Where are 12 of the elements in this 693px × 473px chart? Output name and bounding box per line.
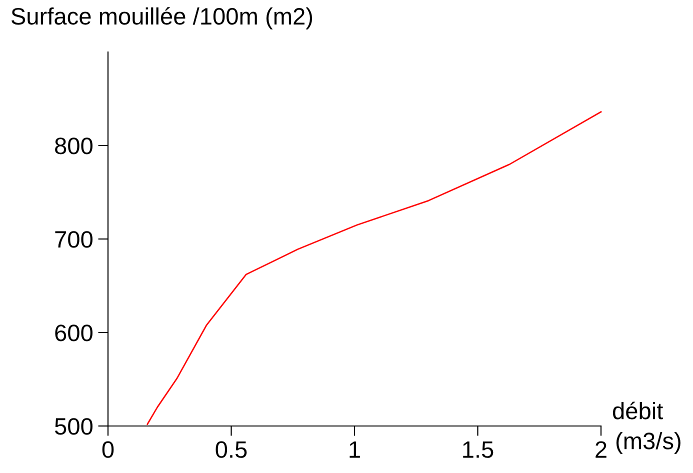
x-tick-label: 1 <box>350 441 360 458</box>
x-tick-label: 1.5 <box>463 441 494 458</box>
line-series <box>146 111 602 425</box>
x-tick-label: 0 <box>102 441 114 458</box>
x-tick-label: 0.5 <box>216 441 247 458</box>
y-tick-label: 800 <box>55 138 92 154</box>
y-axis-title: Surface mouillée /100m (m2) <box>11 7 312 30</box>
y-tick-label: 500 <box>54 418 92 435</box>
x-axis-title: débit (m3/s) <box>612 402 680 454</box>
y-tick-label: 600 <box>55 324 92 342</box>
y-tick-label: 700 <box>55 231 92 248</box>
x-tick-label: 2 <box>596 441 606 458</box>
